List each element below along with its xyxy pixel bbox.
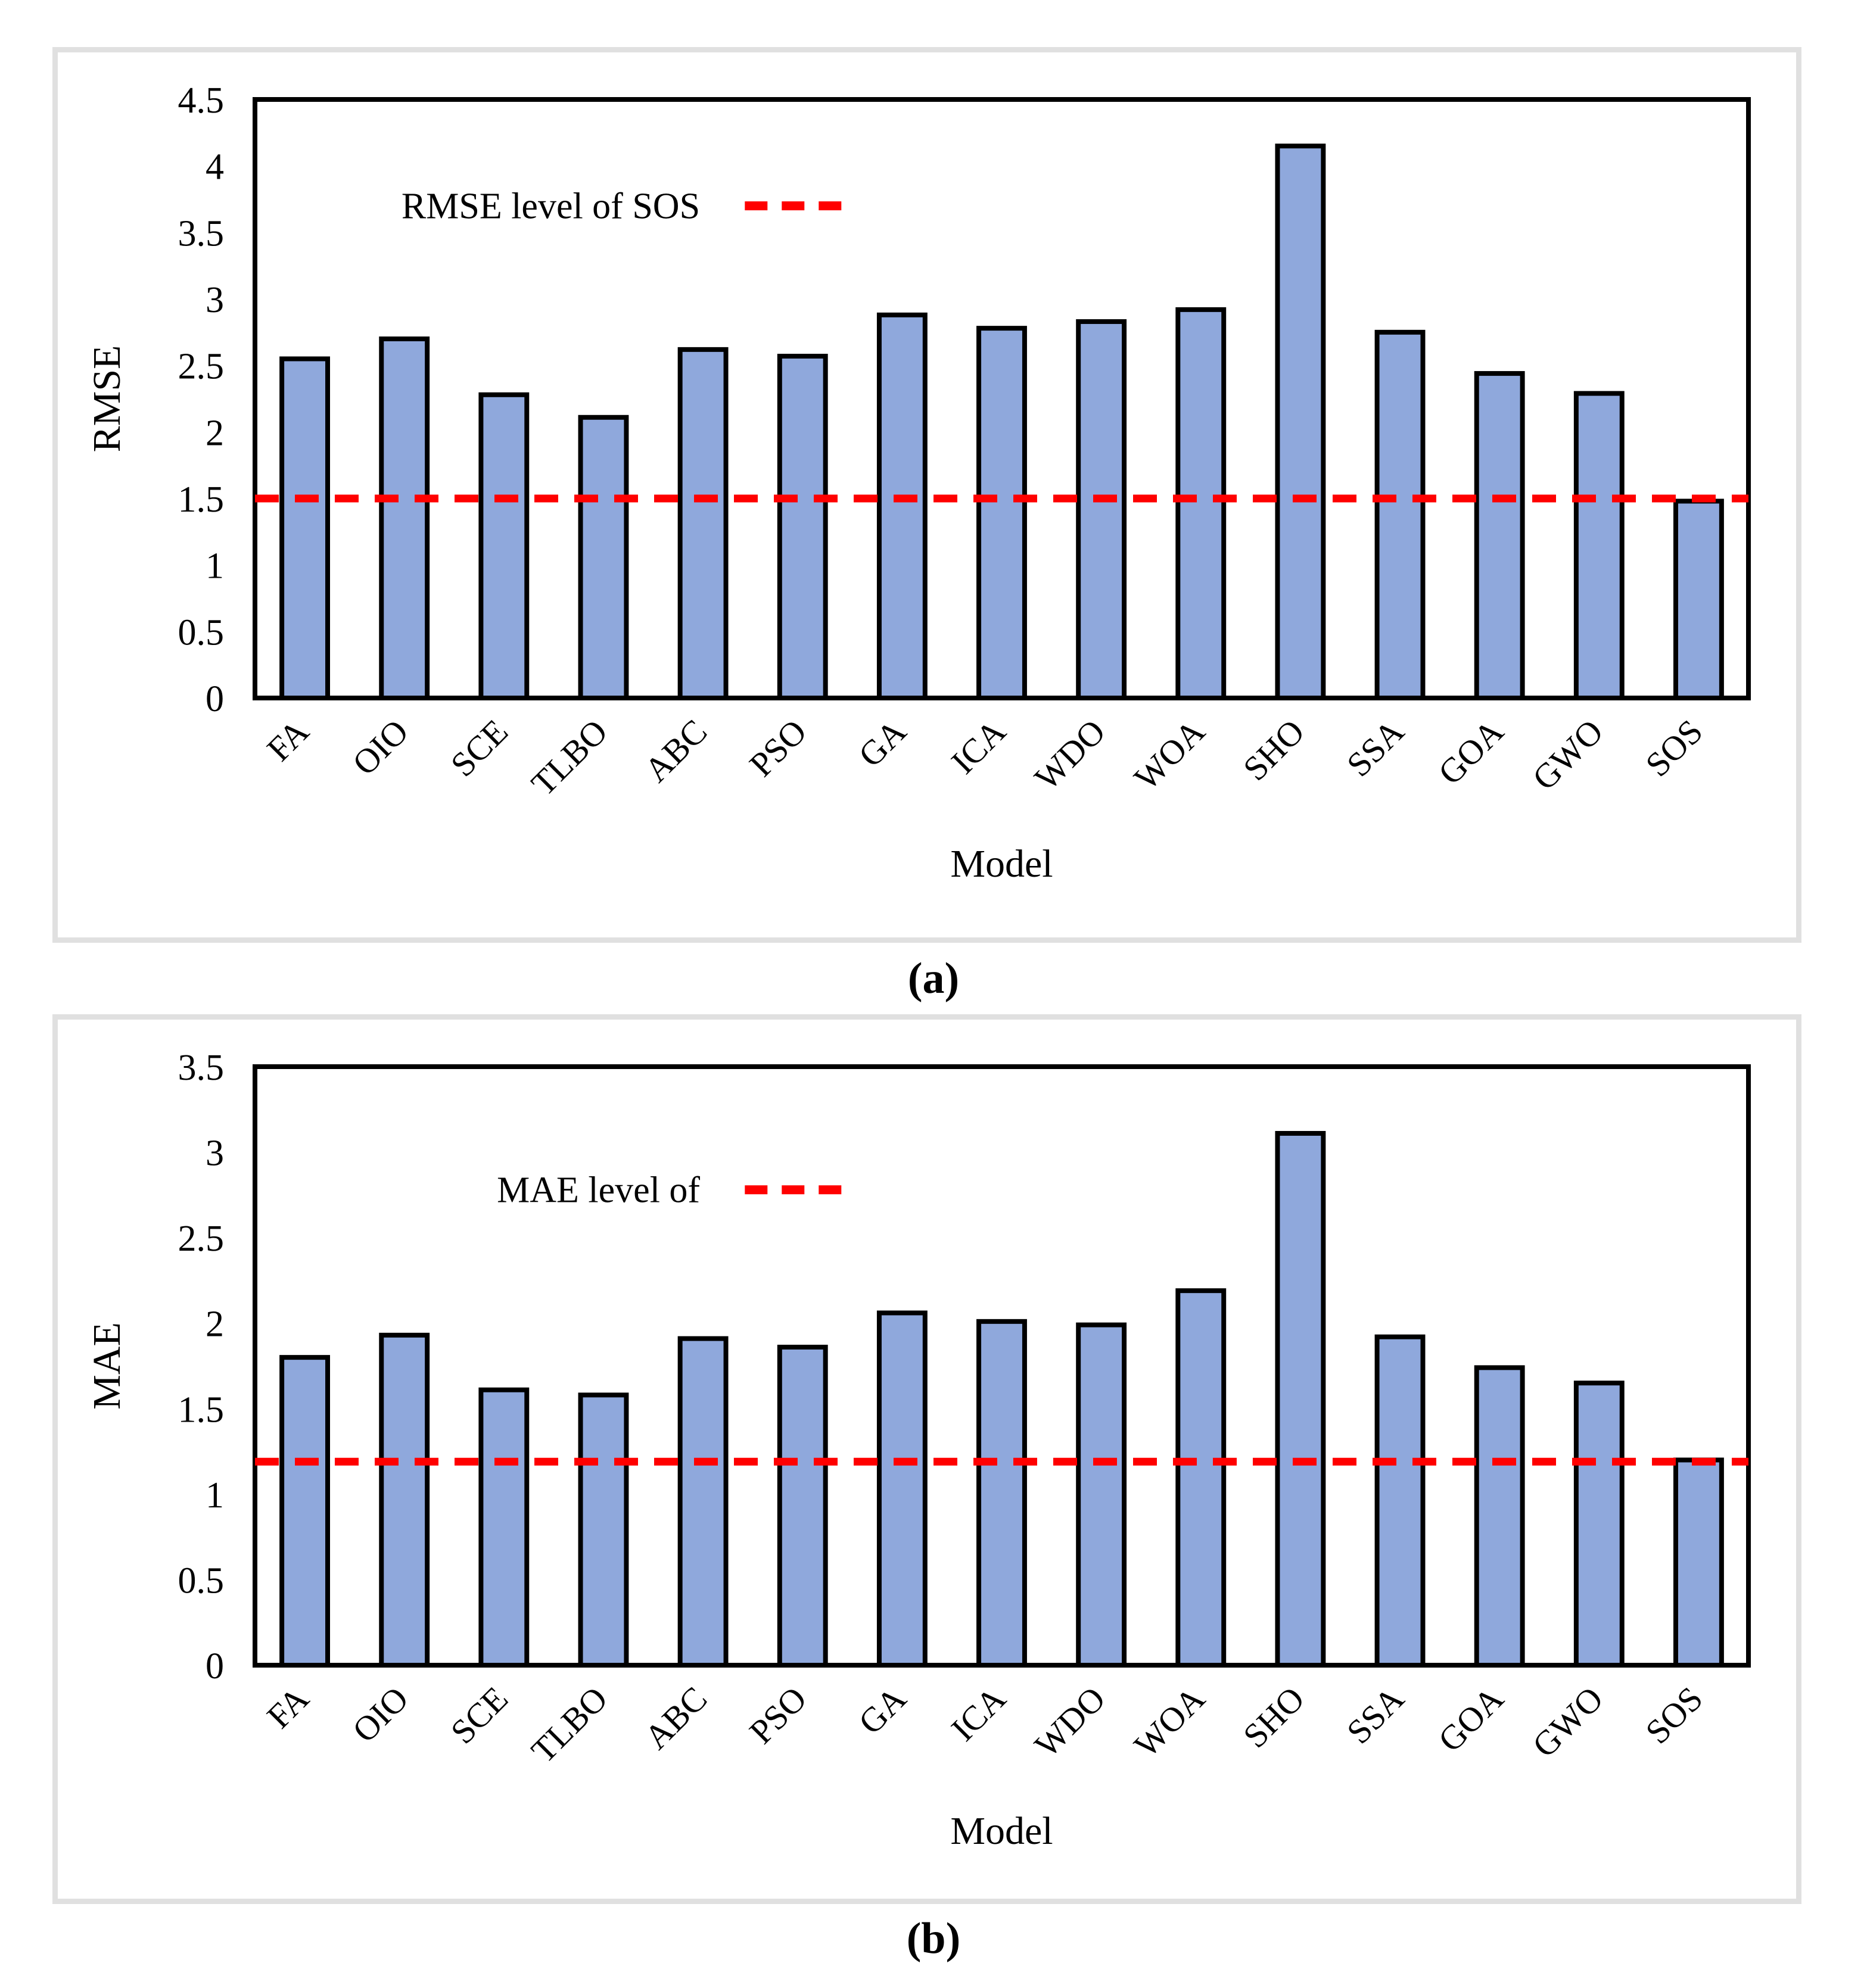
legend-label: MAE level of <box>497 1170 700 1211</box>
y-tick-label: 0 <box>206 679 224 719</box>
x-tick-label-WOA: WOA <box>1127 1679 1212 1765</box>
y-tick-label: 3 <box>206 1133 224 1174</box>
y-tick-label: 3.5 <box>178 1048 225 1088</box>
bar-WOA <box>1175 307 1227 701</box>
bar-GA <box>876 312 928 700</box>
y-tick-label: 2.5 <box>178 347 225 387</box>
chart-panel-b: 0 0.5 1 1.5 2 2.5 3 3.5 MAE level of FA OIO SCE TLBO… <box>52 1014 1801 1904</box>
x-tick-label-ICA: ICA <box>944 712 1013 781</box>
y-tick-label: 2.5 <box>178 1219 225 1259</box>
bar-FA <box>279 1355 331 1668</box>
y-axis-title: RMSE <box>85 345 129 453</box>
x-tick-label-WDO: WDO <box>1027 712 1113 797</box>
legend-label: RMSE level of SOS <box>402 186 700 227</box>
y-tick-label: 1.5 <box>178 479 225 520</box>
y-tick-label: 3.5 <box>178 213 225 254</box>
bar-FA <box>279 356 331 700</box>
bar-ABC <box>677 347 729 701</box>
bar-SHO <box>1275 1130 1326 1668</box>
bar-TLBO <box>578 1392 629 1668</box>
x-tick-label-TLBO: TLBO <box>524 712 615 803</box>
y-tick-label: 0.5 <box>178 612 225 653</box>
bar-WDO <box>1076 319 1127 700</box>
y-tick-label: 0 <box>206 1646 224 1687</box>
x-tick-label-GWO: GWO <box>1525 1679 1611 1765</box>
x-tick-label-TLBO: TLBO <box>524 1679 615 1770</box>
bar-GWO <box>1573 1381 1625 1668</box>
y-axis-title: MAE <box>85 1322 129 1410</box>
bar-OIO <box>379 1332 430 1668</box>
chart-panel-a: 0 0.5 1 1.5 2 2.5 3 3.5 4 4.5 RMSE level of SOS FA O… <box>52 47 1801 943</box>
x-tick-label-SOS: SOS <box>1638 1679 1710 1751</box>
bar-SOS <box>1673 1457 1724 1668</box>
x-tick-label-GWO: GWO <box>1525 712 1611 797</box>
x-tick-label-OIO: OIO <box>345 1679 416 1750</box>
x-tick-label-SHO: SHO <box>1236 1679 1312 1755</box>
x-tick-label-GOA: GOA <box>1431 1679 1511 1759</box>
x-tick-label-ICA: ICA <box>944 1679 1013 1749</box>
bar-TLBO <box>578 415 629 700</box>
bar-SOS <box>1673 498 1724 700</box>
bar-SSA <box>1374 329 1426 701</box>
x-tick-label-OIO: OIO <box>345 712 416 783</box>
x-tick-label-ABC: ABC <box>637 1679 714 1756</box>
y-tick-label: 4 <box>206 147 224 188</box>
bar-GWO <box>1573 391 1625 700</box>
bar-WDO <box>1076 1322 1127 1668</box>
x-tick-label-SHO: SHO <box>1236 712 1312 788</box>
x-axis-title: Model <box>950 842 1053 886</box>
bar-GOA <box>1474 371 1525 700</box>
x-tick-label-PSO: PSO <box>742 1679 814 1751</box>
bar-ICA <box>976 1319 1027 1668</box>
x-axis-title: Model <box>950 1809 1053 1853</box>
y-tick-label: 2 <box>206 413 224 453</box>
x-tick-label-WDO: WDO <box>1027 1679 1113 1765</box>
bar-ICA <box>976 326 1027 700</box>
x-tick-label-PSO: PSO <box>742 712 814 784</box>
bar-GA <box>876 1310 928 1668</box>
bar-PSO <box>777 1344 828 1668</box>
bar-SHO <box>1275 144 1326 700</box>
mae-bar-chart: 0 0.5 1 1.5 2 2.5 3 3.5 MAE level of FA OIO SCE TLBO… <box>85 1048 1751 1853</box>
x-tick-label-ABC: ABC <box>637 712 714 789</box>
bar-GOA <box>1474 1365 1525 1668</box>
rmse-bar-chart: 0 0.5 1 1.5 2 2.5 3 3.5 4 4.5 RMSE level of SOS FA O… <box>85 80 1751 886</box>
x-tick-label-WOA: WOA <box>1127 712 1212 797</box>
x-tick-label-FA: FA <box>259 1679 316 1735</box>
y-tick-label: 0.5 <box>178 1560 225 1601</box>
bar-ABC <box>677 1336 729 1668</box>
x-tick-label-SOS: SOS <box>1638 712 1710 784</box>
y-tick-label: 4.5 <box>178 80 225 121</box>
x-tick-label-SSA: SSA <box>1339 712 1411 784</box>
y-tick-label: 1.5 <box>178 1389 225 1430</box>
x-tick-label-GOA: GOA <box>1431 712 1511 792</box>
x-tick-label-FA: FA <box>259 712 316 768</box>
x-tick-label-SCE: SCE <box>443 1679 515 1751</box>
caption-a: (a) <box>907 954 960 1003</box>
y-tick-label: 3 <box>206 280 224 320</box>
bar-SCE <box>478 392 530 700</box>
x-tick-label-SSA: SSA <box>1339 1679 1411 1751</box>
x-tick-label-SCE: SCE <box>443 712 515 784</box>
caption-b: (b) <box>906 1914 961 1963</box>
y-tick-label: 2 <box>206 1304 224 1345</box>
bar-WOA <box>1175 1288 1227 1668</box>
bar-PSO <box>777 354 828 700</box>
y-tick-label: 1 <box>206 546 224 587</box>
x-tick-label-GA: GA <box>851 712 913 774</box>
x-tick-label-GA: GA <box>851 1679 913 1741</box>
bar-SSA <box>1374 1334 1426 1668</box>
bar-OIO <box>379 336 430 700</box>
bar-SCE <box>478 1387 530 1668</box>
y-tick-label: 1 <box>206 1475 224 1516</box>
